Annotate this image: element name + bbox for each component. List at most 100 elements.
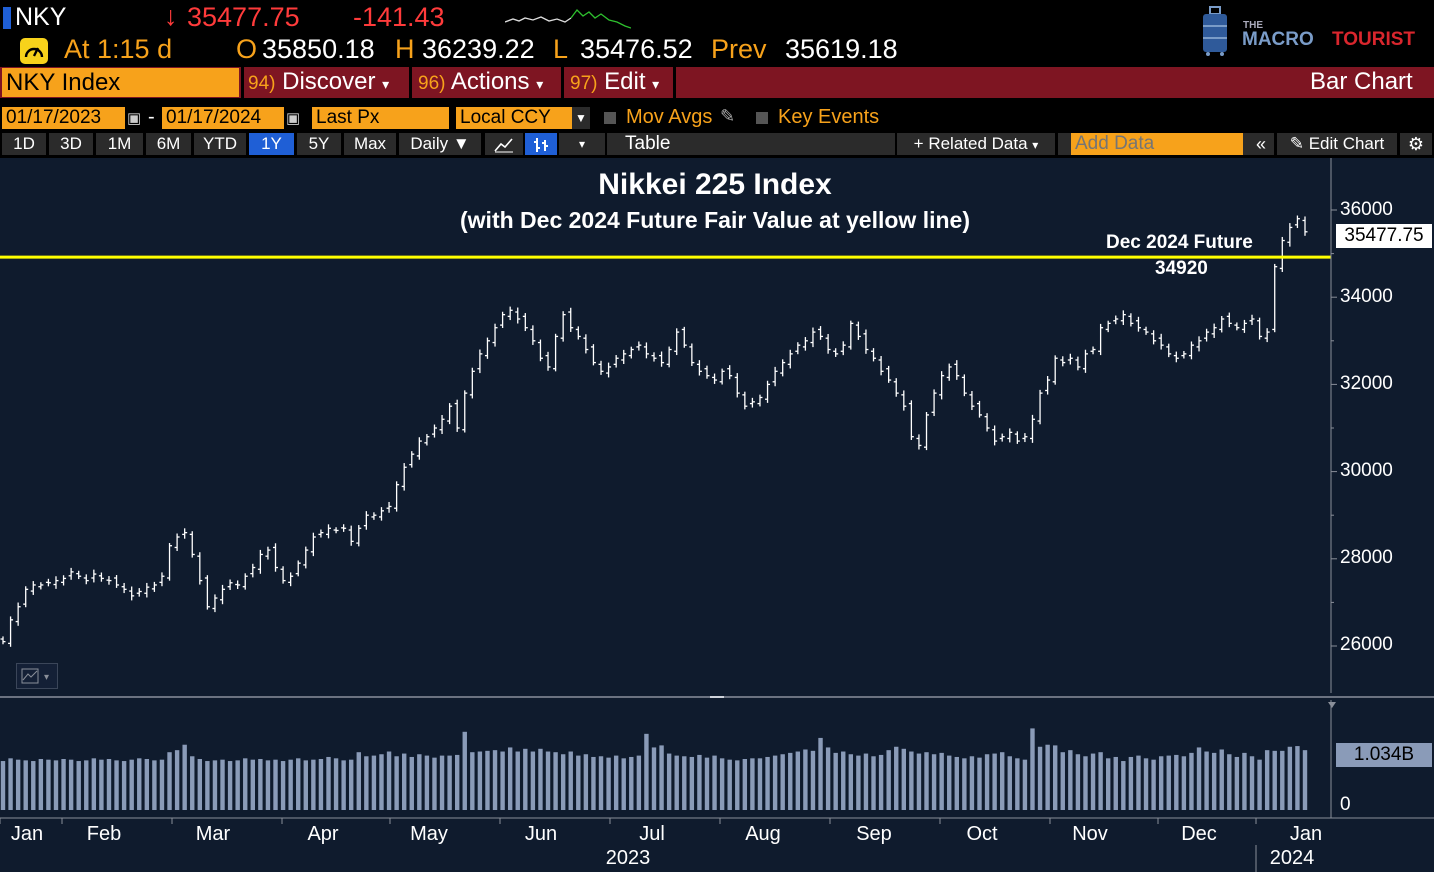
price-bar [992,425,998,446]
volume-bar [629,756,634,810]
security-field[interactable]: NKY Index [2,68,239,97]
actions-menu[interactable]: 96) Actions ▾ [418,68,543,96]
price-bar [522,313,528,332]
mov-avgs-checkbox[interactable] [604,112,616,124]
edit-chart-button[interactable]: ✎ Edit Chart [1277,133,1397,155]
volume-bar [553,752,558,810]
price-bar [477,349,483,374]
price-bar [1151,330,1157,345]
frequency-select[interactable]: Daily ▼ [399,133,481,155]
price-bar [893,378,899,397]
edit-label: Edit [604,68,646,95]
price-bar [689,343,695,367]
price-bar [121,582,127,594]
volume-bar [825,747,831,810]
collapse-icon[interactable]: « [1248,133,1274,155]
volume-bar [470,752,475,810]
high-label: H [395,34,415,64]
field-select[interactable]: Last Px [312,107,449,129]
volume-bar [220,759,225,810]
calendar-icon[interactable]: ▣ [127,110,142,127]
chevron-down-icon[interactable]: ▼ [572,107,590,129]
volume-scroll-arrow[interactable] [1328,702,1336,708]
price-bar [553,333,559,372]
y-tick-label: 32000 [1340,373,1393,394]
volume-bar [38,759,44,810]
volume-bar [333,758,339,810]
mov-avgs-label[interactable]: Mov Avgs [626,106,713,128]
volume-bar [1174,754,1179,810]
volume-bar [765,756,770,810]
chevron-down-icon[interactable]: ▾ [559,133,605,155]
chart-area [0,158,1434,872]
price-bar [1211,323,1217,338]
price-bar [76,570,82,580]
range-3d[interactable]: 3D [49,133,93,155]
volume-bar [1249,756,1255,810]
range-max[interactable]: Max [344,133,396,155]
ticker-marker [3,7,11,29]
volume-bar [485,750,490,810]
range-1y[interactable]: 1Y [249,133,294,155]
gear-icon[interactable]: ⚙ [1400,133,1432,155]
currency-select[interactable]: Local CCY [456,107,572,129]
key-events-checkbox[interactable] [756,112,768,124]
price-bar [1090,346,1096,355]
price-bar [651,352,657,362]
volume-bar [931,754,937,810]
volume-bar [1007,756,1012,810]
range-6m[interactable]: 6M [146,133,191,155]
volume-bar [545,751,551,810]
range-1d[interactable]: 1D [2,133,46,155]
volume-bar [1045,744,1050,810]
range-1m[interactable]: 1M [96,133,143,155]
start-date-input[interactable]: 01/17/2023 [2,107,125,129]
end-date-input[interactable]: 01/17/2024 [162,107,284,129]
pencil-icon[interactable]: ✎ [720,106,736,126]
volume-bar [1264,750,1270,810]
price-bar [409,451,415,468]
volume-bar [212,760,218,810]
bar-chart-icon[interactable] [525,133,557,155]
related-data-button[interactable]: + Related Data ▾ [897,133,1055,155]
price-bar [1196,336,1202,352]
volume-bar [1242,752,1247,810]
volume-bar [697,754,702,810]
volume-bar [1302,750,1308,810]
volume-bar [296,758,301,810]
range-5y[interactable]: 5Y [297,133,341,155]
price-bar [969,391,975,411]
table-button[interactable]: Table [607,133,895,155]
volume-bar [969,756,975,810]
add-data-input[interactable] [1071,133,1243,155]
price-bar [250,563,256,578]
volume-bar [53,760,59,810]
price-bar [484,337,490,359]
price-bar [1135,316,1141,332]
discover-menu[interactable]: 94) Discover ▾ [248,68,389,96]
price-bar [1067,353,1073,365]
chart-style-button[interactable]: ▾ [16,663,58,689]
suitcase-logo-icon [1203,6,1227,56]
volume-bar [265,760,271,810]
price-bar [659,351,665,367]
calendar-icon[interactable]: ▣ [286,110,301,127]
price-bar [946,363,952,381]
price-bar [469,367,475,399]
volume-bar [311,759,316,810]
price-bar [204,575,210,610]
price-bar [295,560,301,577]
volume-bar [1287,746,1293,810]
chart-subtitle: (with Dec 2024 Future Fair Value at yell… [460,207,970,233]
volume-bar [992,753,997,810]
price-bar [772,366,778,387]
edit-menu[interactable]: 97) Edit ▾ [570,68,659,96]
key-events-label[interactable]: Key Events [778,106,880,128]
price-bar [341,524,347,532]
volume-bar [371,755,377,810]
price-bar [136,588,142,597]
range-ytd[interactable]: YTD [194,133,246,155]
line-chart-icon[interactable] [485,133,523,155]
volume-bar [15,759,21,810]
volume-bar [591,756,596,810]
